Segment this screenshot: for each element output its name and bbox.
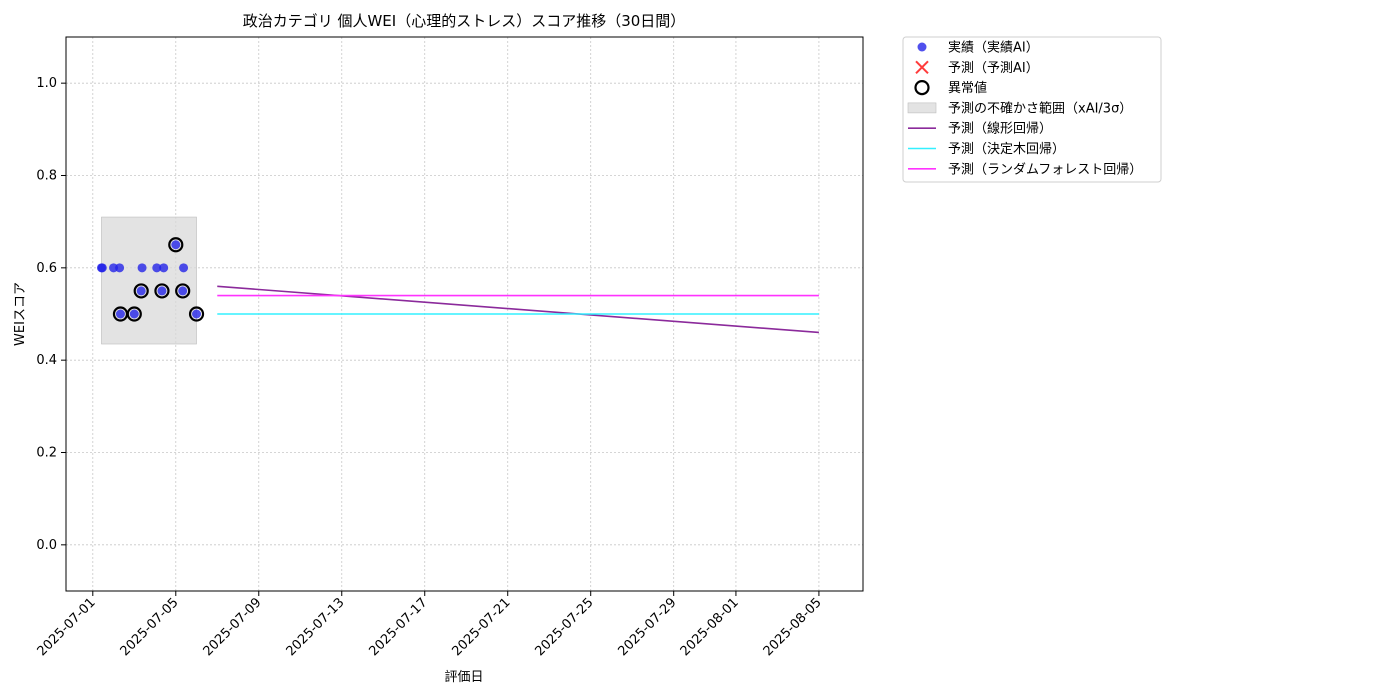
actual-point [192, 309, 202, 319]
x-tick-label: 2025-07-21 [450, 595, 514, 659]
x-tick-label: 2025-07-13 [284, 595, 348, 659]
y-axis-title: WEIスコア [13, 282, 28, 346]
x-tick-label: 2025-07-25 [532, 595, 596, 659]
prediction-line [217, 285, 819, 334]
outlier-marker [175, 283, 191, 299]
x-tick-label: 2025-07-09 [201, 595, 265, 659]
actual-point [97, 263, 107, 273]
actual-point [178, 286, 188, 296]
actual-point [171, 240, 181, 250]
legend-label: 予測（ランダムフォレスト回帰） [948, 161, 1142, 177]
x-tick-label: 2025-08-05 [761, 595, 825, 659]
x-tick-label: 2025-07-05 [118, 595, 182, 659]
legend-label: 予測（予測AI） [948, 61, 1039, 76]
uncertainty-band-rect [101, 216, 197, 345]
actual-point [115, 309, 125, 319]
x-tick-label: 2025-07-29 [615, 595, 679, 659]
y-tick-label: 0.6 [36, 261, 57, 276]
legend-band-swatch [907, 102, 937, 114]
plot-frame [65, 36, 864, 592]
legend-label: 実績（実績AI） [948, 40, 1039, 56]
prediction-lines [217, 285, 819, 334]
y-tick-label: 0.2 [36, 446, 57, 461]
actual-point [129, 309, 139, 319]
legend-label: 予測（決定木回帰） [948, 141, 1065, 157]
legend-prediction-marker [915, 60, 929, 75]
legend-frame [902, 36, 1162, 183]
x-axis-title: 評価日 [444, 670, 483, 685]
actual-point [157, 286, 167, 296]
actual-point [136, 286, 146, 296]
actual-point [179, 263, 189, 273]
uncertainty-band [101, 216, 197, 345]
outlier-marker [126, 306, 142, 322]
y-tick-label: 0.4 [36, 353, 57, 368]
y-axis-ticks: 0.0 0.2 0.4 0.6 0.8 1.0 [36, 76, 66, 553]
legend-outlier-marker [914, 79, 930, 96]
x-tick-label: 2025-07-01 [35, 595, 99, 659]
legend-actual-marker [917, 42, 927, 52]
legend-label: 予測の不確かさ範囲（xAI/3σ） [948, 100, 1132, 116]
outlier-marker [133, 283, 149, 299]
x-tick-label: 2025-08-01 [678, 595, 742, 659]
actual-point [152, 263, 162, 273]
outlier-marker [168, 237, 184, 253]
y-tick-label: 0.8 [36, 169, 57, 184]
legend-label: 予測（線形回帰） [948, 121, 1052, 137]
actual-point [159, 263, 169, 273]
legend-label: 異常値 [948, 80, 987, 96]
data-points [96, 237, 205, 322]
actual-point [137, 263, 147, 273]
x-axis-ticks: 2025-07-01 2025-07-05 2025-07-09 2025-07-13… [35, 591, 825, 659]
chart-title: 政治カテゴリ 個人WEI（心理的ストレス）スコア推移（30日間） [243, 12, 686, 30]
outlier-marker [154, 283, 170, 299]
actual-point [115, 263, 125, 273]
x-tick-label: 2025-07-17 [367, 595, 431, 659]
outlier-marker [188, 306, 205, 322]
y-tick-label: 1.0 [36, 76, 57, 91]
y-tick-label: 0.0 [36, 538, 57, 553]
